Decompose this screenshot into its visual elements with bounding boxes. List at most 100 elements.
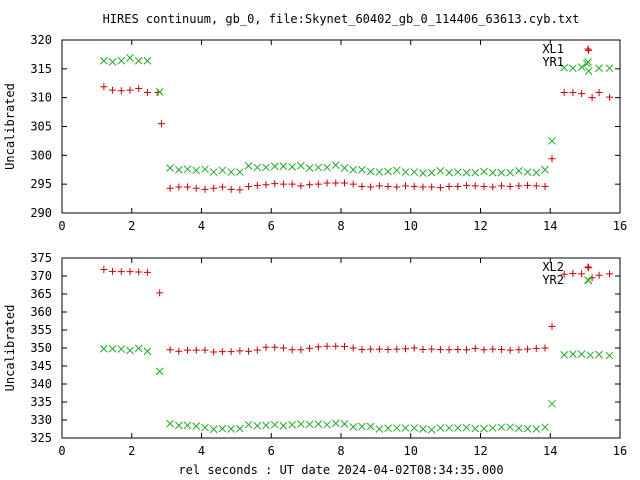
legend-marker-YR1 <box>584 58 592 66</box>
data-point <box>209 425 218 434</box>
data-point <box>595 88 603 96</box>
data-point <box>366 422 375 431</box>
data-point <box>366 167 375 176</box>
data-point <box>578 270 586 278</box>
data-point <box>606 270 614 278</box>
data-point <box>586 351 595 360</box>
data-point <box>541 423 549 432</box>
data-point <box>606 93 614 101</box>
data-point <box>183 421 192 430</box>
data-point <box>218 424 227 433</box>
data-point <box>201 423 209 432</box>
data-point <box>244 420 253 429</box>
data-point <box>402 345 410 353</box>
data-point <box>331 161 340 169</box>
data-point <box>143 56 152 65</box>
data-point <box>108 344 117 353</box>
legend-label-XL1: XL1 <box>542 42 564 56</box>
data-point <box>427 168 436 177</box>
data-point <box>109 86 117 94</box>
data-point <box>410 168 419 176</box>
data-point <box>480 346 488 354</box>
data-point <box>375 345 383 353</box>
x-tick-label: 8 <box>337 444 344 458</box>
y-tick-label: 350 <box>30 341 52 355</box>
data-point <box>340 420 349 428</box>
data-point <box>297 346 305 354</box>
data-point <box>166 164 174 172</box>
data-point <box>201 185 209 193</box>
data-point <box>585 264 593 272</box>
data-point <box>262 181 270 189</box>
data-point <box>236 186 244 194</box>
data-point <box>236 424 244 433</box>
data-point <box>585 46 593 54</box>
data-point <box>100 83 108 91</box>
data-point <box>445 182 453 190</box>
data-point <box>497 182 505 190</box>
data-point <box>569 269 577 277</box>
data-point <box>117 87 125 95</box>
data-point <box>99 344 108 353</box>
data-point <box>244 161 253 170</box>
y-tick-label: 360 <box>30 305 52 319</box>
data-point <box>358 422 366 431</box>
data-point <box>497 168 506 177</box>
data-point <box>175 347 183 355</box>
data-point <box>184 346 192 354</box>
y-tick-label: 345 <box>30 359 52 373</box>
data-point <box>314 180 322 188</box>
data-point <box>463 181 471 189</box>
legend-label-XL2: XL2 <box>542 260 564 274</box>
data-point <box>488 424 497 432</box>
chart-panel-top: 0 2 4 6 8 10 12 14 16 290 295 300 305 310 315 320 Uncali… <box>3 33 627 233</box>
y-tick-label: 290 <box>30 206 52 220</box>
data-point <box>156 289 164 297</box>
data-point <box>560 270 568 278</box>
data-point <box>192 422 201 430</box>
data-point <box>532 182 540 190</box>
data-point <box>253 421 262 430</box>
data-point <box>349 344 357 352</box>
y-tick-label: 315 <box>30 62 52 76</box>
data-point <box>569 64 577 73</box>
data-point <box>560 63 569 72</box>
data-point <box>126 54 134 62</box>
y-tick-label: 300 <box>30 148 52 162</box>
data-point <box>227 425 235 433</box>
x-tick-label: 16 <box>613 219 627 233</box>
data-point <box>419 169 427 178</box>
data-point <box>367 345 375 353</box>
data-point <box>523 424 532 433</box>
data-point <box>192 166 201 175</box>
data-point <box>436 167 445 175</box>
data-point <box>331 419 340 428</box>
data-point <box>384 182 392 190</box>
data-point <box>480 424 488 433</box>
y-axis-label: Uncalibrated <box>3 83 17 170</box>
data-point <box>541 165 549 174</box>
x-tick-label: 2 <box>128 444 135 458</box>
data-point <box>288 163 297 171</box>
data-point <box>227 348 235 356</box>
data-point <box>506 423 514 432</box>
data-point <box>209 168 218 176</box>
data-point <box>201 165 209 174</box>
data-point <box>210 348 218 356</box>
x-tick-label: 0 <box>58 444 65 458</box>
x-tick-label: 10 <box>404 219 418 233</box>
data-point <box>358 182 366 190</box>
data-point <box>595 64 603 73</box>
data-point <box>314 163 323 172</box>
data-point <box>577 63 586 71</box>
data-point <box>314 420 323 428</box>
x-tick-label: 6 <box>268 219 275 233</box>
data-point <box>323 342 331 350</box>
data-point <box>340 164 349 172</box>
data-point <box>462 168 471 177</box>
data-point <box>117 268 125 276</box>
data-point <box>497 345 505 353</box>
data-point <box>569 350 577 358</box>
data-point <box>445 424 453 432</box>
data-point <box>236 347 244 355</box>
